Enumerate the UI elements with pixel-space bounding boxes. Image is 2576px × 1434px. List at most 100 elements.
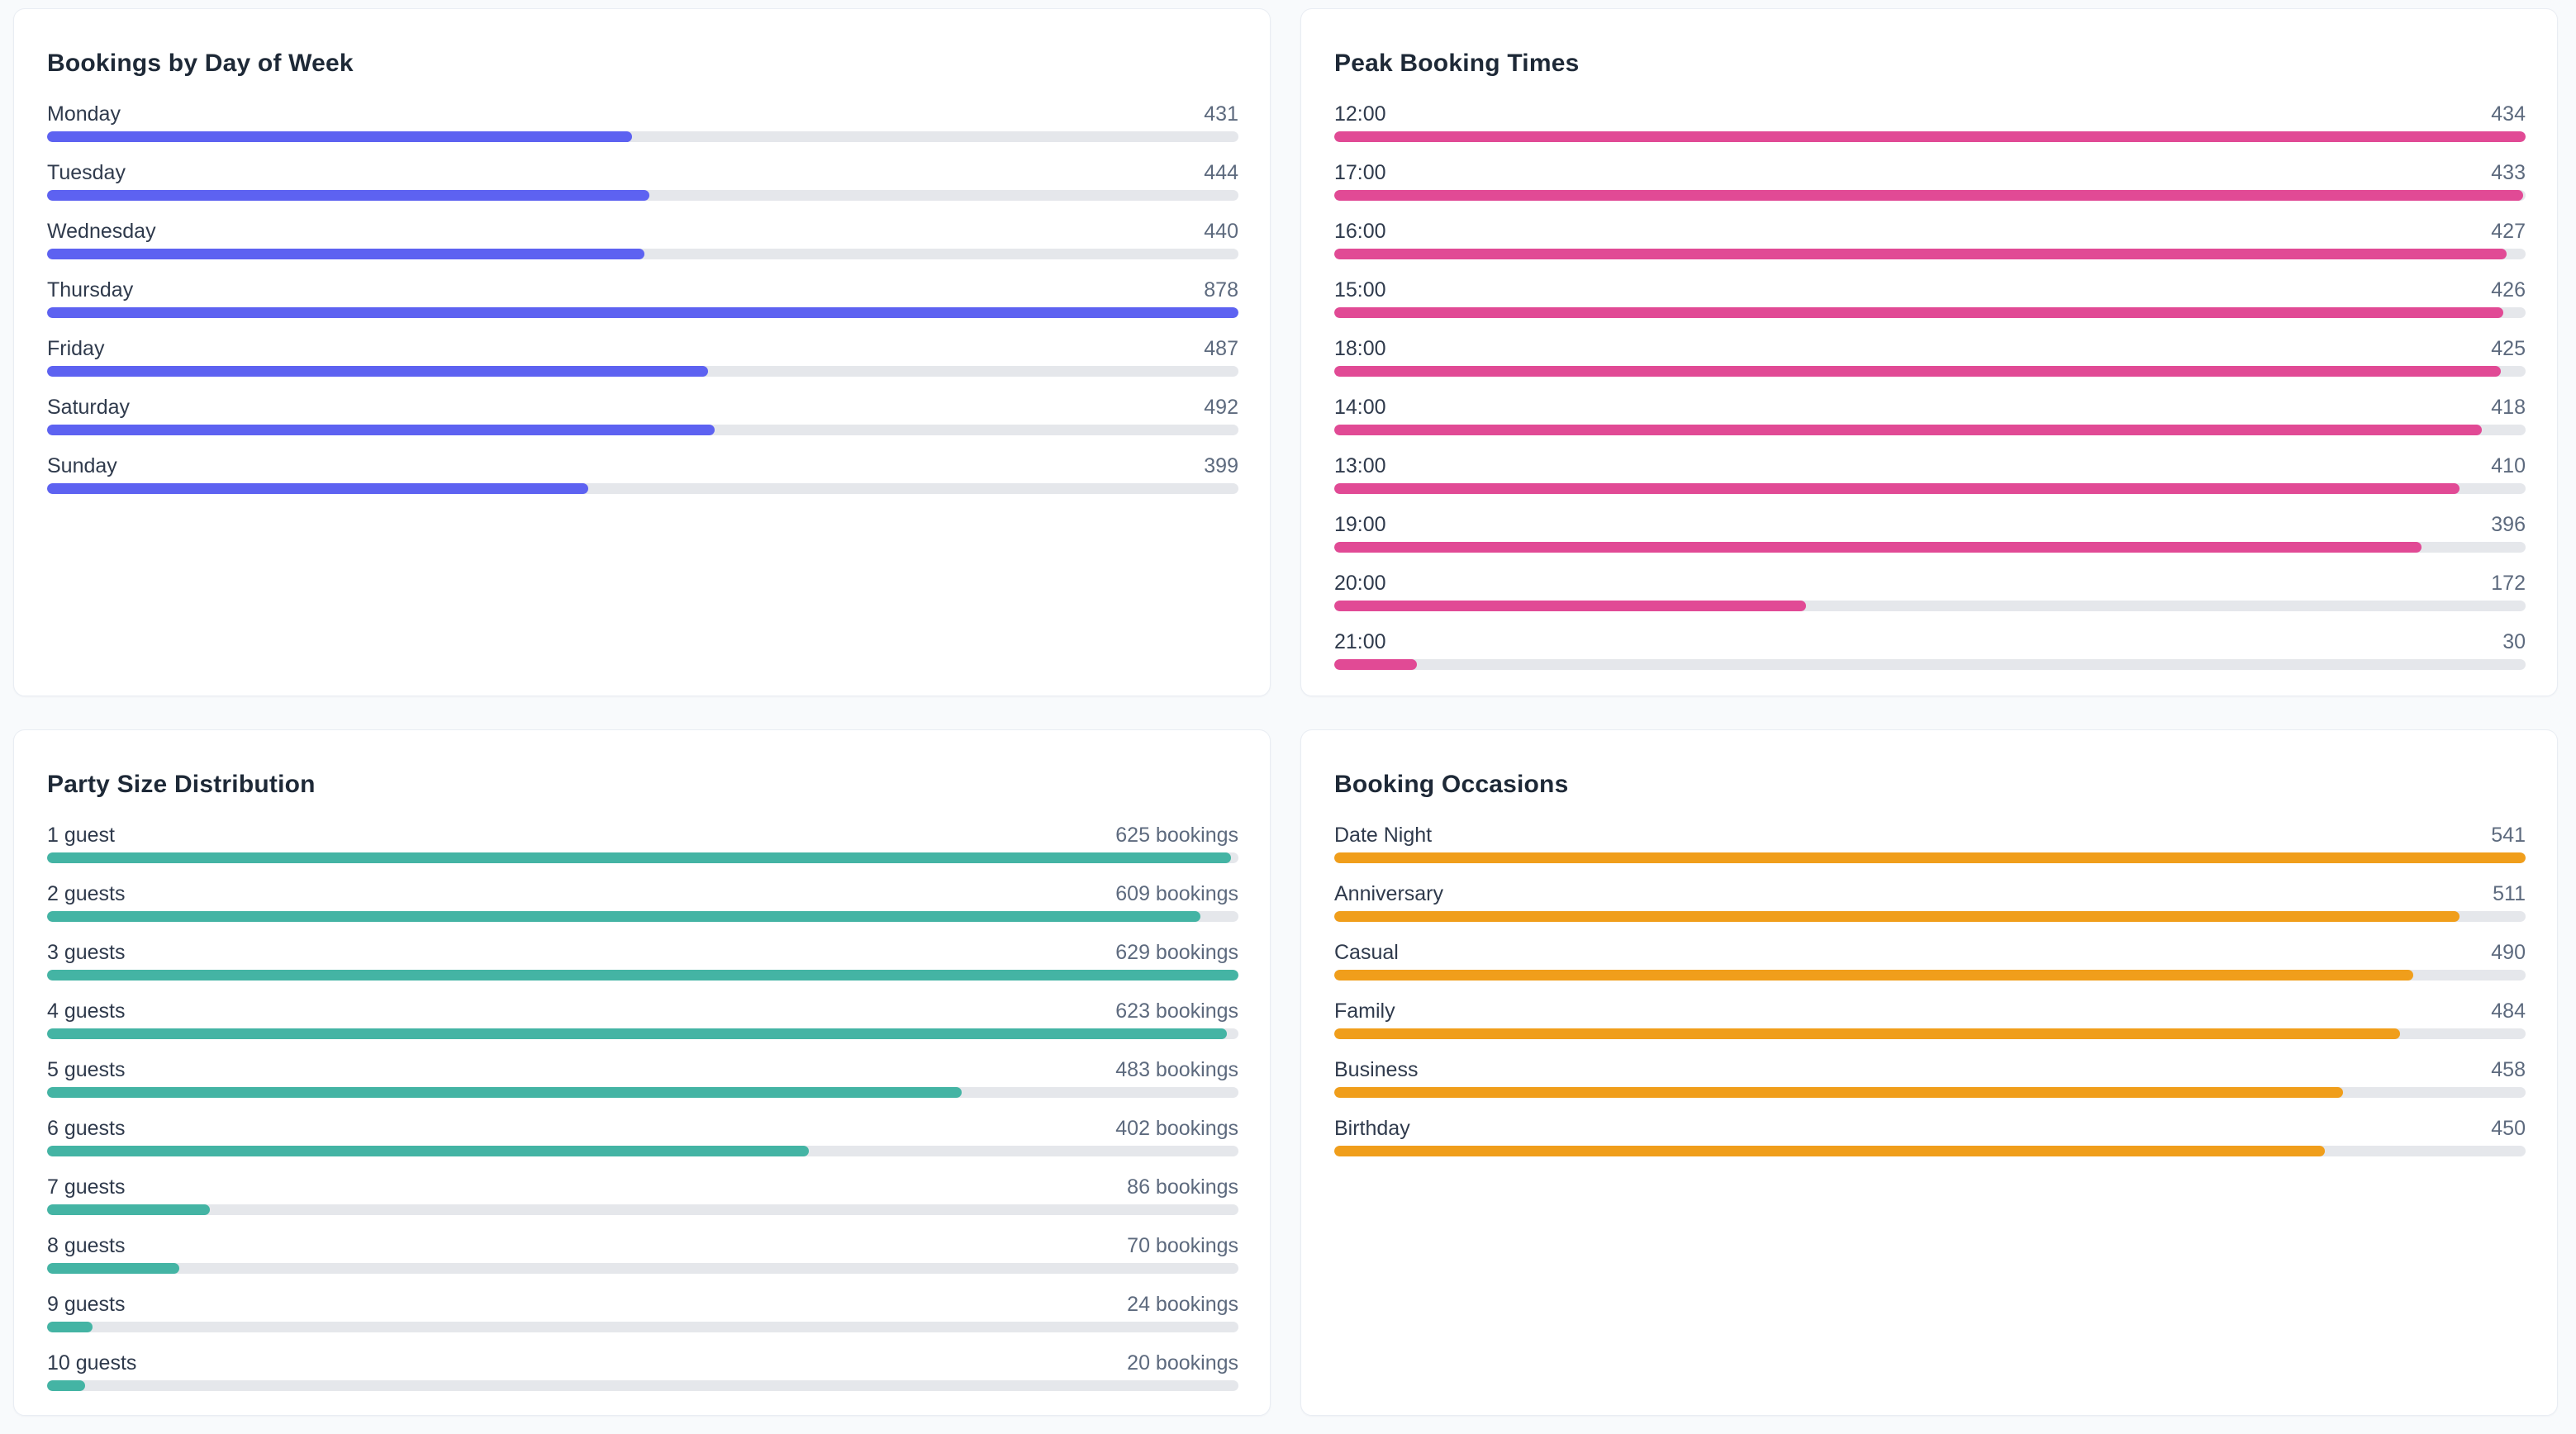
row-value: 425 [2491, 337, 2526, 360]
chart-row: 9 guests 24 bookings [47, 1292, 1238, 1332]
row-label: 12:00 [1334, 102, 1386, 126]
bar-fill [47, 1204, 211, 1215]
chart-row: 7 guests 86 bookings [47, 1175, 1238, 1215]
bar-fill [1334, 483, 2460, 494]
row-header: 10 guests 20 bookings [47, 1351, 1238, 1375]
row-label: 5 guests [47, 1058, 126, 1081]
row-header: 6 guests 402 bookings [47, 1116, 1238, 1141]
bar-fill [1334, 1146, 2326, 1156]
row-value: 396 [2491, 513, 2526, 536]
chart-title: Party Size Distribution [47, 771, 316, 798]
row-header: 4 guests 623 bookings [47, 999, 1238, 1023]
bar-track [1334, 852, 2526, 863]
chart-title: Bookings by Day of Week [47, 50, 354, 77]
row-label: 18:00 [1334, 337, 1386, 360]
row-label: Saturday [47, 396, 131, 419]
row-label: 16:00 [1334, 220, 1386, 243]
chart-row: Anniversary 511 [1334, 881, 2526, 922]
bar-track [1334, 659, 2526, 670]
bar-fill [1334, 425, 2482, 435]
row-value: 487 [1204, 337, 1238, 360]
row-value: 402 bookings [1115, 1117, 1238, 1140]
row-header: 2 guests 609 bookings [47, 881, 1238, 906]
bar-track [47, 852, 1238, 863]
bar-track [47, 1028, 1238, 1039]
row-header: 1 guest 625 bookings [47, 823, 1238, 848]
chart-row: Casual 490 [1334, 940, 2526, 981]
row-label: Business [1334, 1058, 1419, 1081]
bar-fill [47, 483, 589, 494]
bar-track [1334, 1146, 2526, 1156]
bar-fill [1334, 911, 2460, 922]
chart-title: Peak Booking Times [1334, 50, 1580, 77]
row-label: Monday [47, 102, 121, 126]
bar-fill [47, 1322, 93, 1332]
row-value: 399 [1204, 454, 1238, 477]
bar-fill [47, 307, 1238, 318]
row-value: 20 bookings [1127, 1351, 1238, 1375]
chart-row: 19:00 396 [1334, 512, 2526, 553]
bar-fill [1334, 970, 2414, 981]
bar-track [47, 425, 1238, 435]
bar-fill [47, 911, 1201, 922]
row-label: 4 guests [47, 1000, 126, 1023]
row-header: Casual 490 [1334, 940, 2526, 965]
bar-track [47, 1146, 1238, 1156]
bar-track [1334, 307, 2526, 318]
bar-track [1334, 190, 2526, 201]
row-value: 541 [2491, 824, 2526, 847]
chart-title: Booking Occasions [1334, 771, 1569, 798]
bar-fill [1334, 190, 2523, 201]
bar-fill [47, 852, 1231, 863]
row-value: 431 [1204, 102, 1238, 126]
chart-row: 5 guests 483 bookings [47, 1057, 1238, 1098]
row-value: 609 bookings [1115, 882, 1238, 905]
bar-track [1334, 970, 2526, 981]
row-label: 7 guests [47, 1175, 126, 1199]
bar-track [47, 1087, 1238, 1098]
row-header: 7 guests 86 bookings [47, 1175, 1238, 1199]
row-label: 17:00 [1334, 161, 1386, 184]
row-header: Anniversary 511 [1334, 881, 2526, 906]
chart-row: 6 guests 402 bookings [47, 1116, 1238, 1156]
chart-row: 21:00 30 [1334, 629, 2526, 670]
row-value: 458 [2491, 1058, 2526, 1081]
bar-track [1334, 425, 2526, 435]
chart-row: Family 484 [1334, 999, 2526, 1039]
row-header: Tuesday 444 [47, 160, 1238, 185]
row-value: 625 bookings [1115, 824, 1238, 847]
row-header: 5 guests 483 bookings [47, 1057, 1238, 1082]
row-label: Birthday [1334, 1117, 1410, 1140]
bar-track [47, 131, 1238, 142]
bar-track [1334, 483, 2526, 494]
row-label: 1 guest [47, 824, 116, 847]
chart-row: Thursday 878 [47, 278, 1238, 318]
row-label: 6 guests [47, 1117, 126, 1140]
row-label: 10 guests [47, 1351, 137, 1375]
bar-track [1334, 131, 2526, 142]
bar-chart-booking-occasions: Date Night 541 Anniversary 511 Casual 490 Fami… [1334, 823, 2526, 1156]
row-value: 511 [2493, 882, 2526, 905]
bar-fill [47, 1263, 180, 1274]
chart-card-booking-occasions: Booking Occasions Date Night 541 Anniversa… [1300, 729, 2558, 1416]
row-value: 24 bookings [1127, 1293, 1238, 1316]
row-label: 20:00 [1334, 572, 1386, 595]
row-label: Friday [47, 337, 105, 360]
chart-row: Sunday 399 [47, 453, 1238, 494]
row-value: 434 [2491, 102, 2526, 126]
bar-track [47, 249, 1238, 259]
bar-fill [47, 249, 644, 259]
chart-row: 4 guests 623 bookings [47, 999, 1238, 1039]
chart-row: Saturday 492 [47, 395, 1238, 435]
row-header: Birthday 450 [1334, 1116, 2526, 1141]
row-label: 19:00 [1334, 513, 1386, 536]
bar-fill [1334, 659, 1417, 670]
chart-row: Wednesday 440 [47, 219, 1238, 259]
row-value: 410 [2491, 454, 2526, 477]
bar-track [47, 366, 1238, 377]
row-header: 12:00 434 [1334, 102, 2526, 126]
row-header: Sunday 399 [47, 453, 1238, 478]
chart-row: Tuesday 444 [47, 160, 1238, 201]
row-value: 426 [2491, 278, 2526, 302]
chart-row: Business 458 [1334, 1057, 2526, 1098]
